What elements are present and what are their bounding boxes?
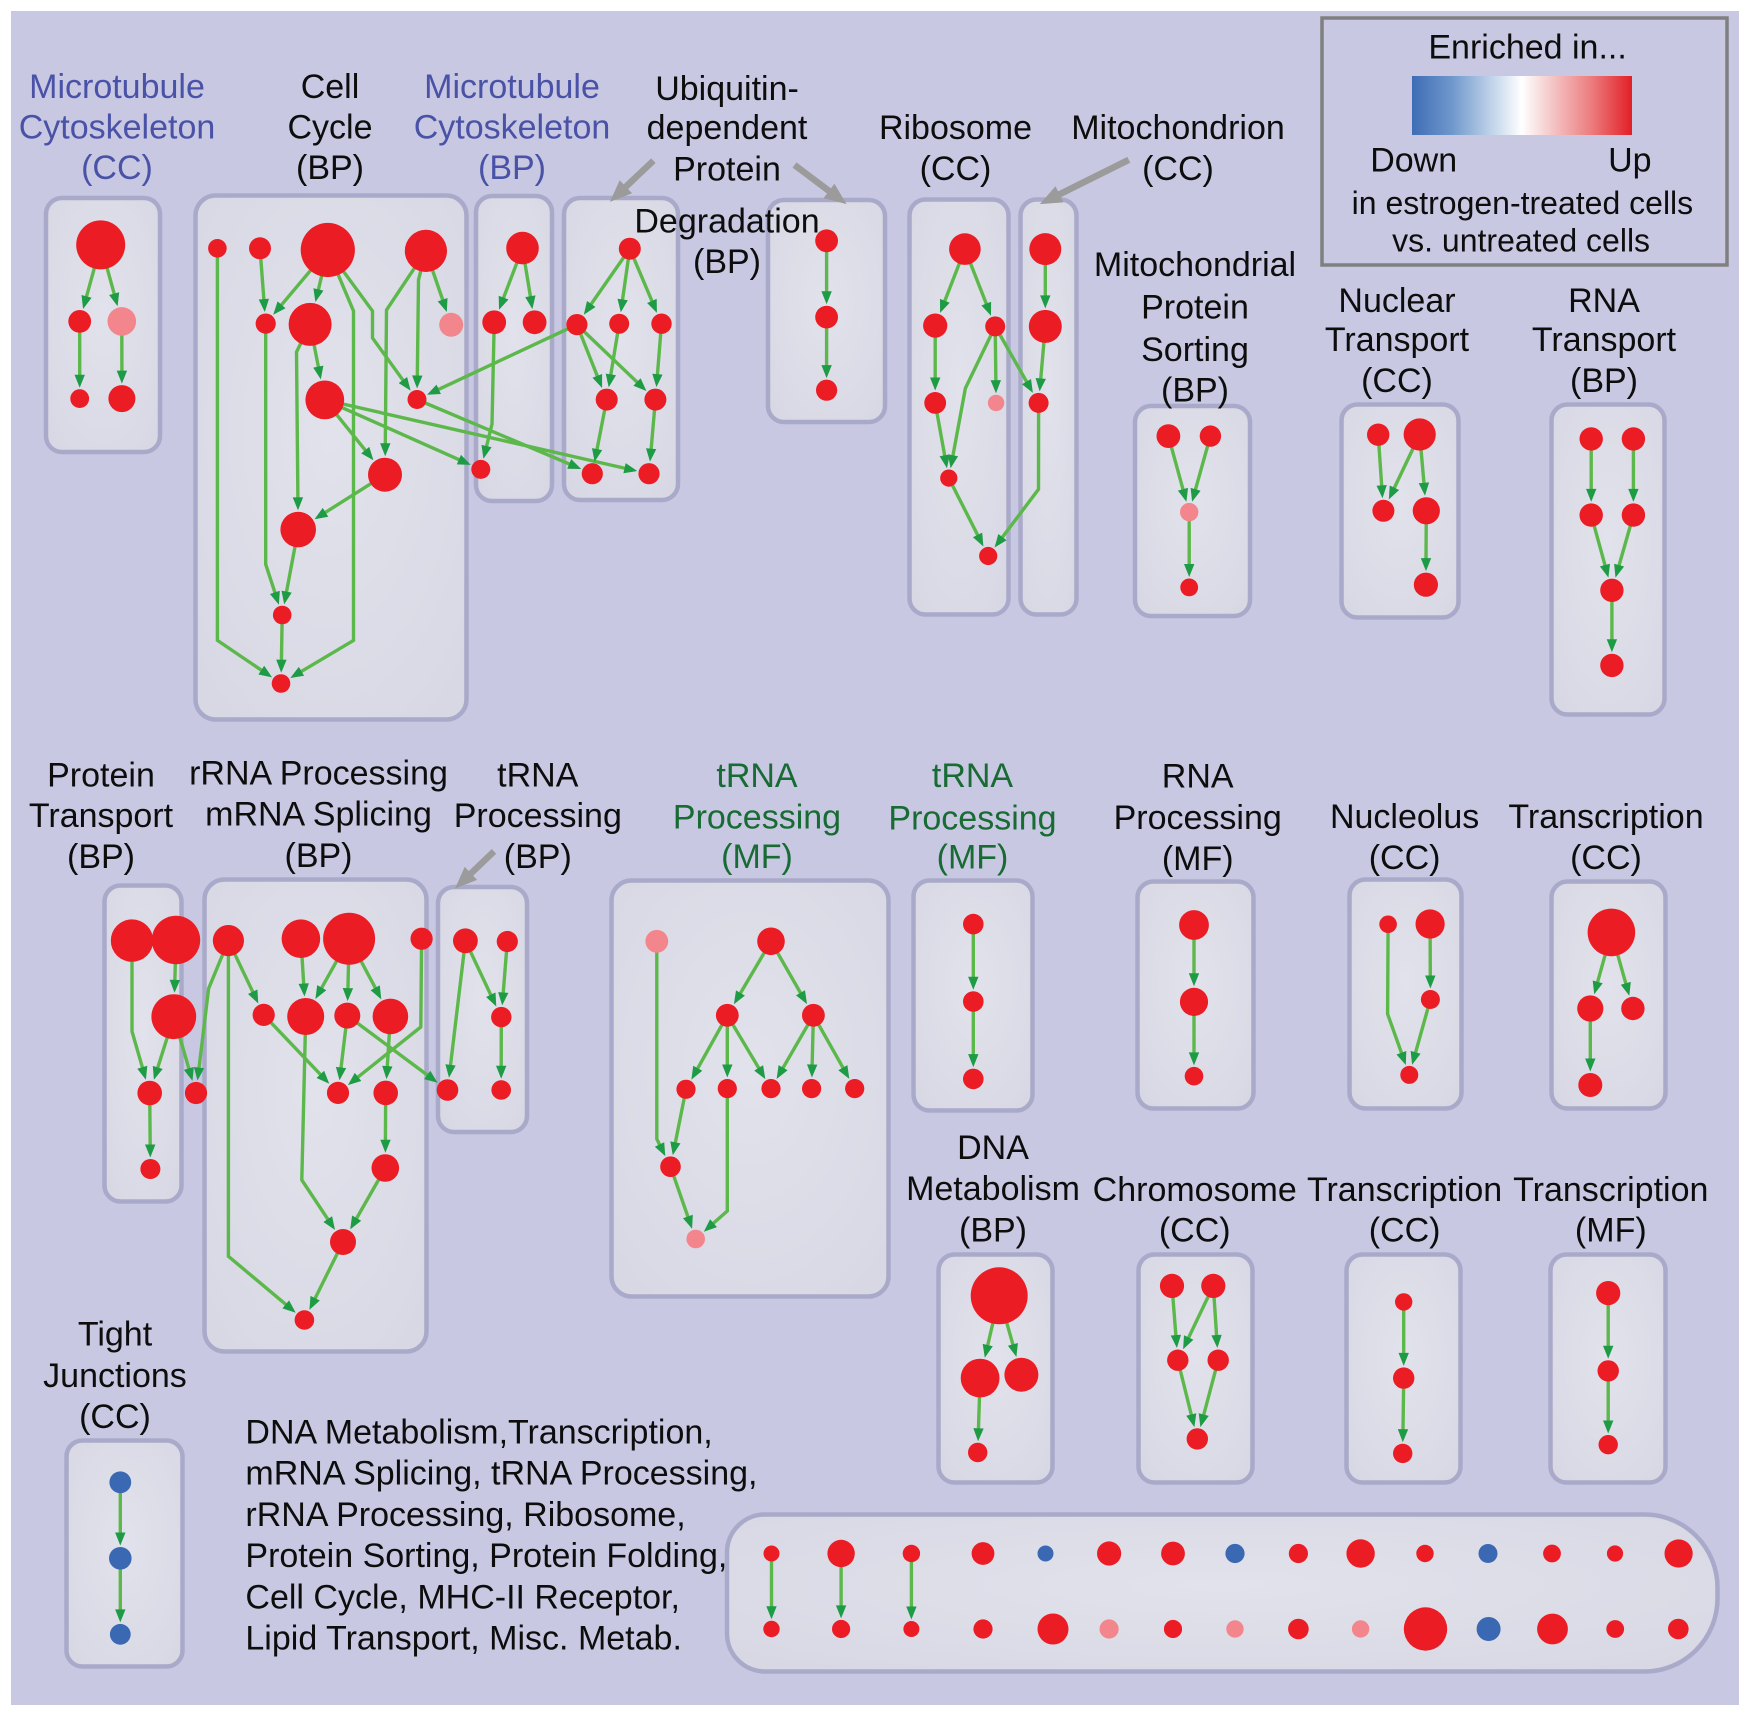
svg-text:Transport: Transport [1325,321,1470,359]
svg-text:Mitochondrion: Mitochondrion [1071,109,1285,147]
svg-text:Ubiquitin-: Ubiquitin- [655,70,799,108]
svg-text:Transcription: Transcription [1508,798,1703,836]
svg-text:Enriched in...: Enriched in... [1428,29,1626,67]
svg-text:rRNA Processing: rRNA Processing [189,754,448,792]
svg-text:(MF): (MF) [721,838,793,876]
svg-text:Degradation: Degradation [634,202,819,240]
svg-text:(CC): (CC) [920,150,992,188]
svg-text:(MF): (MF) [937,839,1009,877]
svg-text:Mitochondrial: Mitochondrial [1094,246,1296,284]
svg-text:rRNA Processing, Ribosome,: rRNA Processing, Ribosome, [245,1496,685,1534]
svg-text:(CC): (CC) [1570,839,1642,877]
svg-text:Protein Sorting, Protein Foldi: Protein Sorting, Protein Folding, [245,1537,727,1575]
svg-text:(BP): (BP) [504,838,572,876]
svg-text:dependent: dependent [647,109,808,147]
svg-text:Transcription: Transcription [1513,1171,1708,1209]
svg-text:RNA: RNA [1568,282,1640,320]
svg-text:Protein: Protein [673,150,781,188]
svg-text:Microtubule: Microtubule [29,68,205,106]
svg-text:tRNA: tRNA [716,757,798,795]
svg-text:(BP): (BP) [959,1211,1027,1249]
svg-text:(BP): (BP) [296,149,364,187]
svg-text:(BP): (BP) [1161,372,1229,410]
svg-text:DNA Metabolism,Transcription,: DNA Metabolism,Transcription, [245,1413,712,1451]
svg-text:Up: Up [1608,142,1651,180]
svg-text:Down: Down [1370,142,1457,180]
svg-text:Cytoskeleton: Cytoskeleton [19,109,216,147]
svg-text:DNA: DNA [957,1129,1029,1167]
svg-text:Processing: Processing [888,800,1056,838]
svg-text:(CC): (CC) [1369,1211,1441,1249]
svg-text:tRNA: tRNA [932,757,1014,795]
svg-text:Transcription: Transcription [1307,1171,1502,1209]
svg-text:vs. untreated cells: vs. untreated cells [1392,222,1650,258]
svg-text:(BP): (BP) [67,838,135,876]
svg-text:Cell: Cell [301,68,360,106]
svg-text:Microtubule: Microtubule [424,68,600,106]
svg-text:(CC): (CC) [1159,1211,1231,1249]
svg-text:in estrogen-treated cells: in estrogen-treated cells [1352,185,1694,221]
svg-text:Sorting: Sorting [1141,331,1249,369]
svg-text:(BP): (BP) [478,149,546,187]
svg-text:Protein: Protein [47,756,155,794]
svg-text:(CC): (CC) [1361,362,1433,400]
svg-text:RNA: RNA [1162,757,1234,795]
svg-text:Chromosome: Chromosome [1093,1171,1297,1209]
svg-text:(CC): (CC) [1142,150,1214,188]
svg-text:(BP): (BP) [285,837,353,875]
svg-text:Processing: Processing [673,798,841,836]
svg-text:(BP): (BP) [1570,362,1638,400]
svg-text:Protein: Protein [1141,288,1249,326]
svg-text:Cytoskeleton: Cytoskeleton [414,109,611,147]
svg-text:Cell Cycle, MHC-II Receptor,: Cell Cycle, MHC-II Receptor, [245,1579,680,1617]
svg-text:tRNA: tRNA [497,756,579,794]
svg-text:Processing: Processing [1114,799,1282,837]
svg-text:Transport: Transport [1532,321,1677,359]
svg-text:Cycle: Cycle [287,109,372,147]
svg-text:Tight: Tight [78,1316,153,1354]
svg-text:Metabolism: Metabolism [906,1170,1080,1208]
svg-text:Processing: Processing [454,797,622,835]
svg-text:mRNA Splicing: mRNA Splicing [205,795,432,833]
svg-text:Nucleolus: Nucleolus [1330,798,1479,836]
svg-text:(CC): (CC) [79,1398,151,1436]
svg-text:Ribosome: Ribosome [879,109,1032,147]
svg-text:(MF): (MF) [1162,840,1234,878]
svg-text:(CC): (CC) [1369,839,1441,877]
svg-text:Nuclear: Nuclear [1338,282,1455,320]
svg-text:(BP): (BP) [693,243,761,281]
svg-text:Junctions: Junctions [43,1357,187,1395]
svg-text:Transport: Transport [29,797,174,835]
svg-text:(CC): (CC) [81,149,153,187]
svg-text:(MF): (MF) [1575,1211,1647,1249]
svg-text:mRNA Splicing, tRNA Processing: mRNA Splicing, tRNA Processing, [245,1455,757,1493]
svg-text:Lipid Transport, Misc. Metab.: Lipid Transport, Misc. Metab. [245,1620,682,1658]
